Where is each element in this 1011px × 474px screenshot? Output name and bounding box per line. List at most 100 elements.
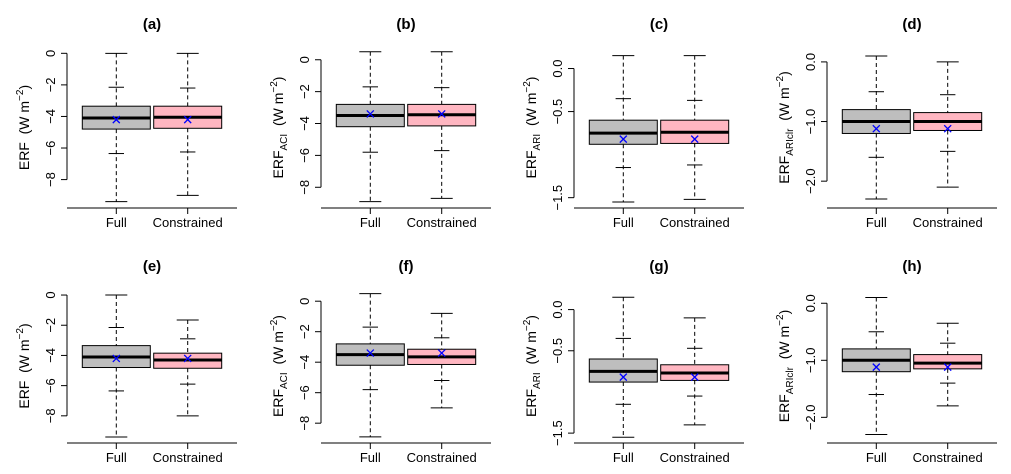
mean-marker xyxy=(437,349,446,357)
y-tick-label: 0.0 xyxy=(803,53,818,71)
y-tick-label: −8 xyxy=(43,172,58,187)
y-tick-label: −0.5 xyxy=(550,338,565,364)
box-constrained xyxy=(407,51,477,199)
y-tick-label: −4 xyxy=(43,109,58,124)
box-full xyxy=(841,297,911,435)
y-tick-label: 0 xyxy=(297,56,312,63)
y-tick-label: −2 xyxy=(297,324,312,339)
mean-marker xyxy=(366,109,375,118)
y-tick-label: 0 xyxy=(43,50,58,57)
y-tick-label: 0 xyxy=(43,291,58,298)
box-constrained xyxy=(913,61,983,188)
panel-title: (f) xyxy=(399,258,414,275)
mean-marker xyxy=(872,124,881,133)
y-tick-label: −1.0 xyxy=(803,347,818,373)
y-tick-label: −8 xyxy=(43,408,58,423)
y-tick-label: −1.5 xyxy=(550,420,565,446)
mean-marker xyxy=(112,115,121,124)
mean-marker xyxy=(619,373,628,382)
y-axis-label: ERF (W m−2) xyxy=(15,85,32,170)
y-tick-label: −8 xyxy=(297,180,312,195)
y-axis-label: ERFARIclr (W m−2) xyxy=(775,310,796,423)
panel-f: (f) 0 −2 −4 −6 −8 ERFACI (W m−2) Full Constraine… xyxy=(269,258,491,465)
y-axis-label: ERF (W m−2) xyxy=(15,323,32,408)
x-tick-label: Full xyxy=(106,215,127,230)
y-tick-label: 0 xyxy=(297,298,312,305)
box-constrained xyxy=(153,52,223,196)
x-tick-label: Full xyxy=(106,450,127,465)
x-tick-label: Full xyxy=(866,450,887,465)
x-tick-label: Constrained xyxy=(153,215,223,230)
box-full xyxy=(841,55,911,200)
y-axis-label: ERFACI (W m−2) xyxy=(269,315,290,417)
y-axis-label: ERFARI (W m−2) xyxy=(522,315,543,417)
y-tick-label: −2.0 xyxy=(803,168,818,194)
y-axis-label: ERFACI (W m−2) xyxy=(269,77,290,179)
y-tick-label: −2 xyxy=(43,318,58,333)
x-tick-label: Constrained xyxy=(153,450,223,465)
x-tick-label: Full xyxy=(360,450,381,465)
box-full xyxy=(81,294,151,438)
box-full xyxy=(81,52,151,203)
mean-marker xyxy=(619,135,628,144)
y-tick-label: −6 xyxy=(297,148,312,163)
x-tick-label: Constrained xyxy=(660,215,730,230)
mean-marker xyxy=(112,354,121,363)
x-tick-label: Constrained xyxy=(660,450,730,465)
box-constrained xyxy=(660,317,730,426)
x-tick-label: Full xyxy=(613,450,634,465)
mean-marker xyxy=(943,124,952,133)
panel-title: (b) xyxy=(396,16,415,33)
box-full xyxy=(335,293,405,438)
mean-marker xyxy=(437,109,446,118)
y-tick-label: −6 xyxy=(43,378,58,393)
panel-title: (g) xyxy=(649,258,668,275)
y-tick-label: −2.0 xyxy=(803,404,818,430)
mean-marker xyxy=(690,373,699,382)
box-constrained xyxy=(153,319,223,417)
y-tick-label: −2 xyxy=(297,84,312,99)
y-tick-label: 0.0 xyxy=(550,59,565,77)
mean-marker xyxy=(183,115,192,124)
y-tick-label: −0.5 xyxy=(550,99,565,125)
y-tick-label: 0.0 xyxy=(803,294,818,312)
y-tick-label: −6 xyxy=(43,141,58,156)
mean-marker xyxy=(872,363,881,372)
y-tick-label: −1.5 xyxy=(550,185,565,211)
panel-title: (d) xyxy=(902,16,921,33)
panel-e: (e) 0 −2 −4 −6 −8 ERF (W m−2) Full Constrained xyxy=(15,258,237,465)
x-tick-label: Full xyxy=(866,215,887,230)
box-full xyxy=(335,51,405,203)
mean-marker xyxy=(183,354,192,363)
box-constrained xyxy=(407,312,477,409)
box-constrained xyxy=(913,322,983,407)
panel-g: (g) 0.0 −0.5 −1.5 ERFARI (W m−2) Full Constrai… xyxy=(522,258,744,465)
panel-title: (h) xyxy=(902,258,921,275)
box-constrained xyxy=(660,55,730,200)
y-tick-label: −1.0 xyxy=(803,109,818,135)
y-axis-label: ERFARIclr (W m−2) xyxy=(775,71,796,184)
y-axis-label: ERFARI (W m−2) xyxy=(522,77,543,179)
panel-d: (d) 0.0 −1.0 −2.0 ERFARIclr (W m−2) Full Const… xyxy=(775,16,997,230)
y-tick-label: −4 xyxy=(43,348,58,363)
x-tick-label: Constrained xyxy=(913,450,983,465)
panel-a: (a) 0 −2 −4 −6 −8 ERF (W m−2) Full Constrained xyxy=(15,16,237,230)
x-tick-label: Full xyxy=(613,215,634,230)
y-tick-label: 0.0 xyxy=(550,301,565,319)
panel-h: (h) 0.0 −1.0 −2.0 ERFARIclr (W m−2) Full Const… xyxy=(775,258,997,465)
x-tick-label: Constrained xyxy=(407,215,477,230)
y-tick-label: −6 xyxy=(297,385,312,400)
y-tick-label: −4 xyxy=(297,116,312,131)
x-tick-label: Constrained xyxy=(913,215,983,230)
panel-c: (c) 0.0 −0.5 −1.5 ERFARI (W m−2) Full Constrai… xyxy=(522,16,744,230)
box-full xyxy=(588,55,658,203)
x-tick-label: Full xyxy=(360,215,381,230)
y-tick-label: −8 xyxy=(297,416,312,431)
mean-marker xyxy=(943,363,952,372)
x-tick-label: Constrained xyxy=(407,450,477,465)
panel-title: (e) xyxy=(143,258,161,275)
y-tick-label: −4 xyxy=(297,355,312,370)
panel-title: (a) xyxy=(143,16,161,33)
